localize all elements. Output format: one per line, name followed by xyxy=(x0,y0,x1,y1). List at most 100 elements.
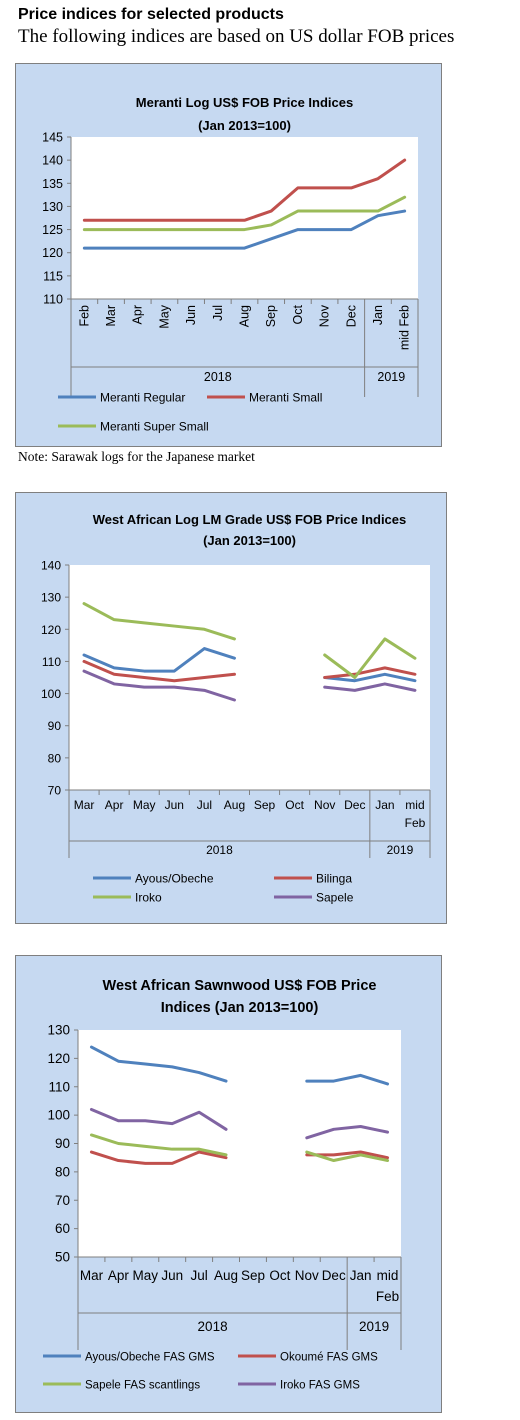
legend-label-okoume-fas-gms: Okoumé FAS GMS xyxy=(280,1352,378,1364)
y-tick-label: 110 xyxy=(42,655,61,669)
y-tick-label: 130 xyxy=(42,200,63,214)
y-tick-label: 110 xyxy=(43,293,63,307)
legend-label-ayous-obeche: Ayous/Obeche xyxy=(135,872,214,886)
west-african-log-chart: West African Log LM Grade US$ FOB Price … xyxy=(41,512,431,905)
series-line-sapele-fas-scantlings xyxy=(89,1133,390,1163)
legend-label-sapele-fas-scantlings: Sapele FAS scantlings xyxy=(85,1380,200,1392)
y-tick-label: 80 xyxy=(48,751,62,765)
x-category-label: Oct xyxy=(285,798,304,812)
series-line-meranti-regular xyxy=(82,209,407,250)
x-category-label: mid xyxy=(377,1268,399,1283)
y-tick-label: 140 xyxy=(42,154,63,168)
x-category-label: Mar xyxy=(74,798,95,812)
series-line-meranti-super-small xyxy=(82,195,407,232)
y-tick-label: 70 xyxy=(55,1193,70,1208)
series-line-sapele xyxy=(82,669,417,702)
y-tick-label: 130 xyxy=(47,1023,70,1038)
x-category-label: Dec xyxy=(344,798,365,812)
chart-title-line: (Jan 2013=100) xyxy=(198,118,291,133)
series-line-iroko-fas-gms xyxy=(89,1107,390,1140)
series-line-ayous-obeche-fas-gms xyxy=(89,1045,390,1086)
chart-title-line: (Jan 2013=100) xyxy=(203,533,296,548)
x-category-label: Aug xyxy=(214,1268,238,1283)
x-category-label: Apr xyxy=(105,798,124,812)
y-tick-label: 115 xyxy=(43,269,63,283)
x-year-label: 2019 xyxy=(377,370,405,384)
y-tick-label: 145 xyxy=(42,131,63,145)
page-subheading: The following indices are based on US do… xyxy=(18,26,455,47)
y-tick-label: 90 xyxy=(48,719,62,733)
x-category-label: Oct xyxy=(269,1268,290,1283)
y-tick-label: 80 xyxy=(55,1164,70,1179)
x-category-label-line2: Feb xyxy=(405,816,426,830)
x-category-label: Dec xyxy=(322,1268,346,1283)
x-category-label: Apr xyxy=(131,305,145,324)
chart-title-line: Indices (Jan 2013=100) xyxy=(161,1000,319,1016)
legend-label-iroko-fas-gms: Iroko FAS GMS xyxy=(280,1380,360,1392)
x-category-label: Mar xyxy=(80,1268,104,1283)
x-category-label: Sep xyxy=(241,1268,265,1283)
x-category-label: Jul xyxy=(211,305,225,321)
x-category-label: Nov xyxy=(318,304,332,327)
series-line-ayous-obeche xyxy=(82,647,417,683)
legend-label-meranti-small: Meranti Small xyxy=(249,391,322,405)
meranti-chart: Meranti Log US$ FOB Price Indices (Jan 20… xyxy=(42,95,419,434)
x-year-label: 2018 xyxy=(204,370,232,384)
west-african-log-chart-panel: West African Log LM Grade US$ FOB Price … xyxy=(15,492,447,924)
x-category-label: Mar xyxy=(104,305,118,327)
west-african-sawnwood-chart-panel: West African Sawnwood US$ FOB Price Indic… xyxy=(15,955,442,1413)
y-tick-label: 135 xyxy=(42,177,63,191)
chart-title-line: Meranti Log US$ FOB Price Indices xyxy=(136,95,353,110)
y-tick-label: 70 xyxy=(48,784,62,798)
y-tick-label: 125 xyxy=(42,223,63,237)
x-category-label: Jan xyxy=(371,305,385,325)
x-category-label-line2: Feb xyxy=(376,1289,399,1304)
series-line-bilinga xyxy=(82,659,417,683)
x-category-label: Jan xyxy=(350,1268,372,1283)
west-african-sawnwood-chart: West African Sawnwood US$ FOB Price Indic… xyxy=(43,978,402,1392)
legend-label-meranti-super-small: Meranti Super Small xyxy=(100,420,209,434)
y-tick-label: 90 xyxy=(55,1136,70,1151)
x-category-label: Jul xyxy=(197,798,212,812)
meranti-chart-panel: Meranti Log US$ FOB Price Indices (Jan 20… xyxy=(15,63,442,447)
x-category-label: Aug xyxy=(224,798,245,812)
chart-title-line: West African Log LM Grade US$ FOB Price … xyxy=(93,512,407,527)
legend-label-meranti-regular: Meranti Regular xyxy=(100,391,185,405)
legend-label-sapele: Sapele xyxy=(316,891,354,905)
x-category-label: mid xyxy=(405,798,424,812)
x-category-label: Nov xyxy=(314,798,335,812)
page-heading: Price indices for selected products xyxy=(18,6,284,23)
y-tick-label: 100 xyxy=(41,687,61,701)
y-tick-label: 120 xyxy=(47,1051,70,1066)
x-category-label: Jun xyxy=(165,798,184,812)
y-tick-label: 120 xyxy=(42,246,63,260)
x-category-label: Aug xyxy=(238,305,252,327)
x-year-label: 2018 xyxy=(206,843,233,857)
x-category-label: Nov xyxy=(295,1268,319,1283)
x-category-label: Dec xyxy=(344,305,358,327)
y-tick-label: 130 xyxy=(41,591,61,605)
y-tick-label: 100 xyxy=(47,1108,70,1123)
y-tick-label: 120 xyxy=(41,623,61,637)
x-year-label: 2019 xyxy=(387,843,414,857)
x-category-label: Feb xyxy=(77,305,91,327)
x-category-label: Jul xyxy=(190,1268,207,1283)
series-line-iroko xyxy=(82,602,417,679)
x-year-label: 2019 xyxy=(359,1319,389,1334)
x-category-label: Sep xyxy=(254,798,276,812)
x-category-label: mid Feb xyxy=(398,305,412,350)
x-year-label: 2018 xyxy=(198,1319,228,1334)
plot-area xyxy=(71,137,418,299)
x-category-label: May xyxy=(133,1268,159,1283)
x-category-label: Oct xyxy=(291,304,305,324)
legend-label-ayous-obeche-fas-gms: Ayous/Obeche FAS GMS xyxy=(85,1352,215,1364)
x-category-label: Jan xyxy=(375,798,394,812)
y-tick-label: 60 xyxy=(55,1221,70,1236)
chart-note: Note: Sarawak logs for the Japanese mark… xyxy=(18,449,255,464)
x-category-label: Jun xyxy=(184,305,198,325)
x-category-label: Sep xyxy=(264,305,278,327)
y-tick-label: 140 xyxy=(41,559,61,573)
y-tick-label: 110 xyxy=(48,1079,70,1094)
y-tick-label: 50 xyxy=(55,1250,70,1265)
x-category-label: May xyxy=(157,304,171,328)
